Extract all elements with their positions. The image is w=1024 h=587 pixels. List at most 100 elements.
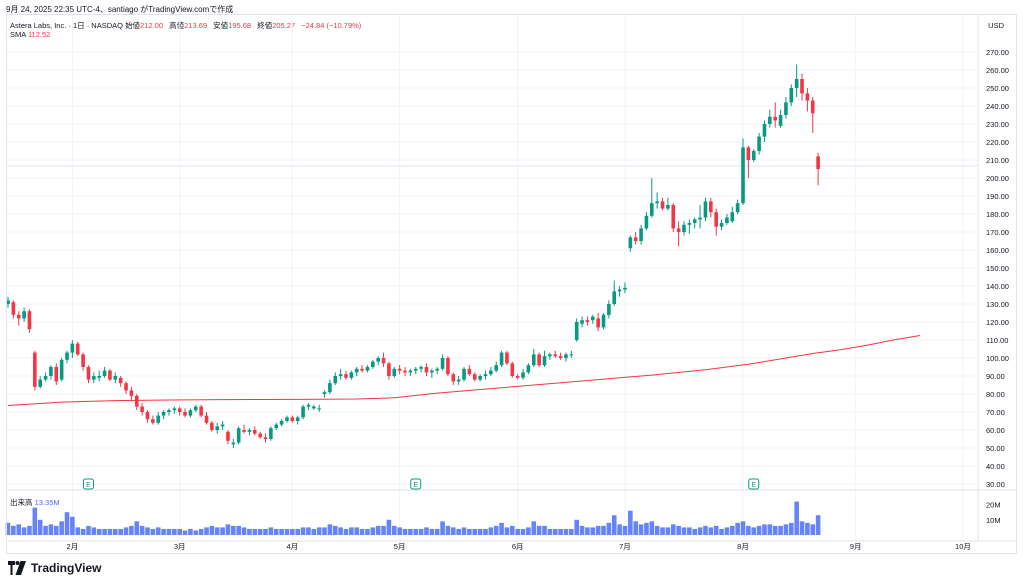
candle	[564, 352, 568, 362]
candle	[75, 341, 80, 357]
candle-body	[328, 383, 332, 393]
volume-bar	[48, 524, 54, 535]
candle	[692, 217, 697, 229]
volume-bar	[788, 522, 794, 535]
price-tick-label: 80.00	[986, 390, 1005, 399]
candle	[242, 424, 246, 434]
candle-body	[156, 415, 161, 423]
candle	[666, 197, 670, 211]
candle-body	[161, 412, 166, 416]
candle	[601, 313, 606, 330]
candles-layer	[6, 64, 820, 448]
sma-value: 112.52	[27, 30, 51, 39]
volume-bar	[778, 525, 783, 535]
candle-body	[692, 219, 697, 223]
volume-bar	[563, 528, 569, 535]
candle-body	[472, 374, 477, 380]
candle-body	[102, 370, 107, 376]
candle-body	[183, 412, 187, 416]
open-value: 212.00	[140, 21, 164, 30]
volume-bar	[810, 524, 816, 535]
candle	[741, 138, 745, 205]
candle	[435, 367, 439, 375]
candle-body	[569, 354, 574, 356]
candle-body	[505, 352, 509, 364]
close-label: 終値	[257, 21, 273, 30]
candle	[193, 404, 198, 412]
candle	[349, 370, 354, 380]
candle	[762, 120, 767, 142]
candle-body	[397, 368, 402, 371]
earnings-marker-label: E	[86, 482, 91, 489]
candle-body	[424, 367, 429, 373]
volume-bar	[263, 528, 268, 535]
candle-body	[601, 314, 606, 328]
volume-bar	[129, 525, 134, 535]
candle	[188, 408, 193, 418]
candle-body	[687, 223, 692, 225]
volume-bar	[150, 528, 156, 535]
candle	[612, 280, 617, 306]
candle	[440, 354, 445, 371]
time-tick-label: 8月	[737, 542, 749, 551]
volume-bar	[80, 528, 86, 535]
candle-body	[338, 374, 343, 376]
candle	[70, 340, 75, 358]
candle-body	[151, 419, 155, 423]
candle-body	[408, 370, 413, 373]
candle-body	[709, 201, 713, 213]
volume-bar	[461, 527, 467, 535]
volume-bar	[397, 527, 402, 535]
candle	[49, 365, 53, 380]
close-value: 205.27	[272, 21, 296, 30]
high-value: 213.69	[184, 21, 208, 30]
candle-body	[778, 115, 783, 126]
candle	[784, 97, 788, 119]
candle	[456, 376, 461, 385]
candle	[489, 367, 493, 376]
volume-bar	[445, 525, 451, 535]
candle-body	[499, 352, 504, 366]
candle	[97, 370, 102, 382]
candle-body	[354, 368, 359, 373]
volume-bar	[408, 528, 413, 535]
volume-bar	[783, 524, 789, 535]
volume-bar	[413, 528, 419, 535]
time-tick-label: 3月	[174, 542, 186, 551]
price-tick-label: 170.00	[986, 228, 1009, 237]
volume-bar	[365, 528, 370, 535]
volume-bar	[188, 528, 193, 535]
candle	[360, 365, 364, 373]
low-label: 安値	[213, 21, 229, 30]
volume-bar	[214, 527, 220, 535]
price-tick-label: 260.00	[986, 66, 1009, 75]
volume-bar	[391, 525, 397, 535]
price-tick-label: 50.00	[986, 444, 1005, 453]
volume-bar	[649, 521, 655, 535]
volume-bar	[622, 525, 628, 535]
sma-legend[interactable]: SMA 112.52	[10, 30, 54, 39]
candle-body	[510, 363, 515, 376]
volume-bar	[354, 527, 360, 535]
candle	[81, 352, 85, 371]
volume-legend[interactable]: 出来高 13.35M	[10, 497, 60, 508]
candle-body	[193, 406, 198, 411]
candle	[687, 219, 692, 234]
candle-body	[113, 376, 118, 380]
sma-label: SMA	[10, 30, 26, 39]
candle	[494, 361, 499, 373]
volume-bar	[450, 527, 456, 535]
volume-bar	[499, 522, 504, 535]
volume-bar	[306, 527, 311, 535]
volume-bar	[139, 525, 145, 535]
currency-label[interactable]: USD	[988, 21, 1004, 30]
candle-body	[784, 102, 788, 115]
candle-body	[290, 417, 295, 421]
volume-bar	[53, 525, 59, 535]
candle	[11, 300, 16, 319]
candle-body	[628, 237, 633, 249]
tradingview-logo[interactable]: TradingView	[6, 561, 101, 575]
volume-bar	[434, 528, 440, 535]
volume-bar	[134, 521, 140, 535]
